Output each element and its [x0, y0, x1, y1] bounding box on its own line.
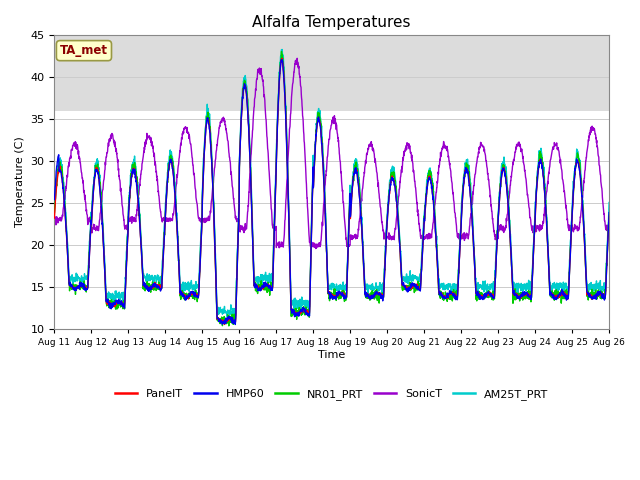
X-axis label: Time: Time: [318, 349, 346, 360]
Text: TA_met: TA_met: [60, 44, 108, 57]
Legend: PanelT, HMP60, NR01_PRT, SonicT, AM25T_PRT: PanelT, HMP60, NR01_PRT, SonicT, AM25T_P…: [111, 384, 553, 404]
Y-axis label: Temperature (C): Temperature (C): [15, 137, 25, 228]
Title: Alfalfa Temperatures: Alfalfa Temperatures: [253, 15, 411, 30]
Bar: [54, 36, 609, 111]
